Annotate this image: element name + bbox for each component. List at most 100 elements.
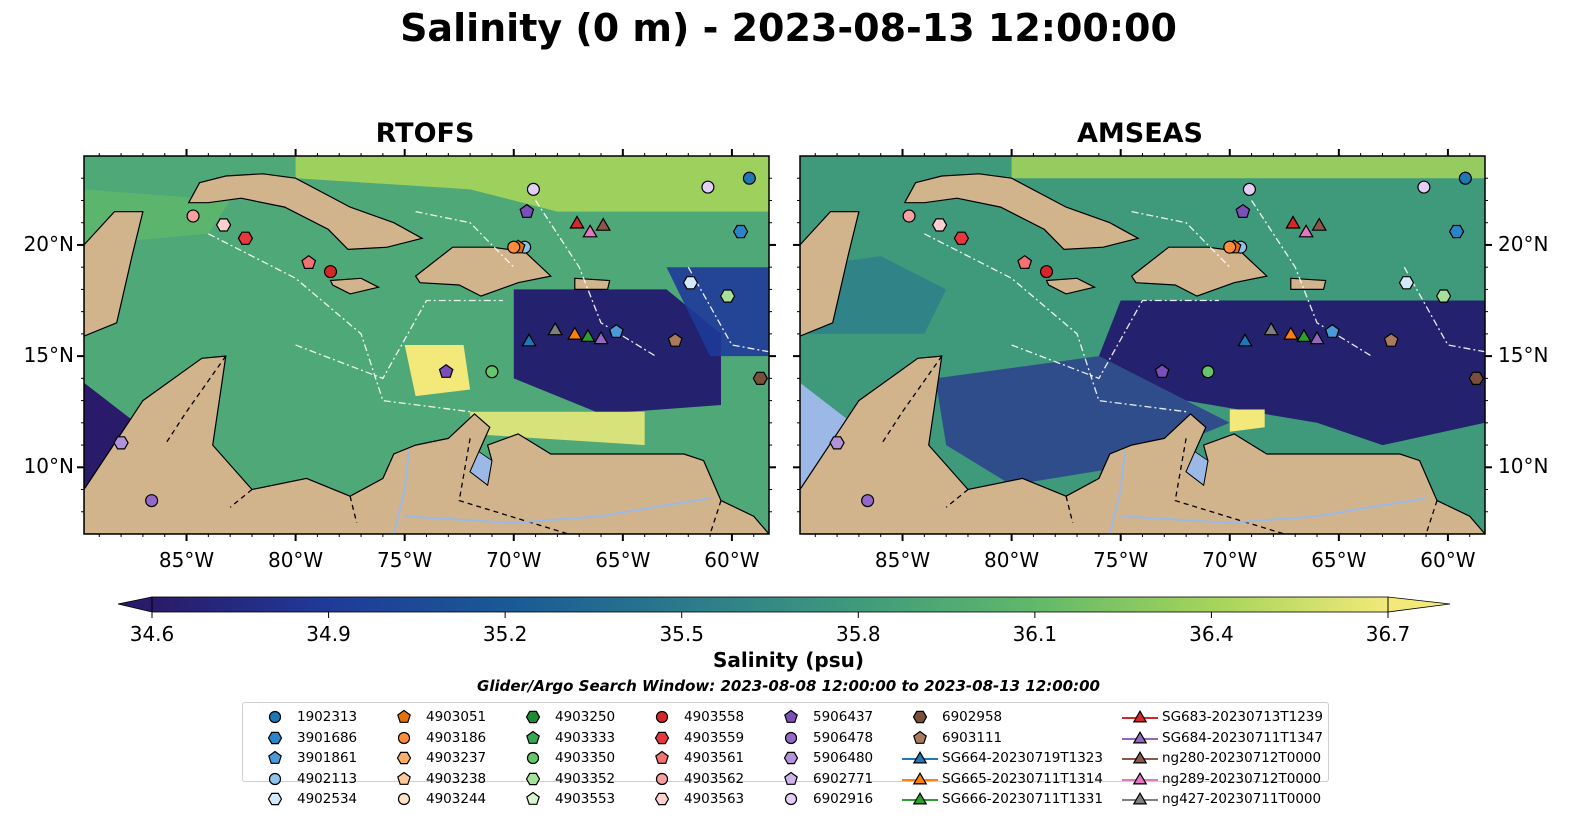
legend-pentagon-icon	[397, 709, 411, 723]
legend-pentagon-icon	[397, 771, 411, 785]
legend: 1902313 3901686 3901861 4902113 4902534 49030…	[242, 702, 1329, 807]
marker-4903558	[1039, 265, 1054, 279]
marker-ng427-20230711t0000	[547, 321, 563, 336]
marker-5906437	[519, 203, 535, 218]
marker-4903350	[485, 365, 499, 379]
marker-4903561	[301, 254, 317, 269]
legend-label: 4902534	[297, 791, 358, 808]
legend-marker-triangle-icon	[1122, 730, 1158, 744]
legend-pentagon-icon	[268, 750, 282, 765]
lat-tick-label-right: 20°N	[1498, 231, 1549, 256]
legend-label: 4903186	[426, 729, 487, 746]
legend-hexagon-icon	[525, 710, 541, 724]
legend-pentagon-icon	[784, 771, 798, 785]
marker-sg664-20230719t1323	[521, 333, 537, 347]
marker-ng427-20230711t0000	[1263, 321, 1279, 336]
legend-label: 4903562	[684, 770, 745, 787]
marker-sg665-20230711t1314	[1283, 326, 1299, 340]
marker-5906437	[1235, 203, 1251, 218]
marker-6903111	[667, 332, 683, 347]
marker-6902916	[526, 182, 540, 196]
legend-marker-circle-icon	[526, 752, 540, 765]
marker-4903561	[1017, 254, 1033, 269]
legend-label: 5906478	[813, 729, 874, 746]
legend-triangle-icon	[1132, 710, 1148, 723]
figure-title: Salinity (0 m) - 2023-08-13 12:00:00	[400, 6, 1177, 50]
legend-marker-pentagon-icon	[655, 750, 669, 765]
colorbar-label: Salinity (psu)	[712, 648, 864, 672]
lat-tick-label-left: 10°N	[23, 454, 74, 479]
legend-triangle-icon	[1132, 730, 1148, 744]
legend-label: 6902771	[813, 770, 874, 787]
search-window-text: Glider/Argo Search Window: 2023-08-08 12…	[477, 677, 1100, 695]
legend-marker-hexagon-icon	[654, 731, 670, 744]
legend-label: 6902958	[942, 709, 1003, 725]
marker-4902534	[682, 276, 699, 290]
legend-marker-hexagon-icon	[912, 710, 928, 724]
legend-marker-pentagon-icon	[397, 709, 411, 723]
marker-4903350	[1201, 365, 1215, 379]
legend-hexagon-icon	[525, 772, 541, 785]
legend-label: 4903237	[426, 750, 487, 767]
legend-marker-triangle-icon	[1122, 710, 1158, 723]
marker-6903111	[1383, 332, 1399, 347]
marker-sg666-20230711t1331	[1296, 328, 1312, 342]
legend-marker-circle-icon	[655, 772, 669, 785]
marker-5906480	[829, 436, 845, 450]
legend-marker-hexagon-icon	[783, 751, 799, 765]
legend-circle-icon	[397, 731, 411, 744]
lat-tick-label-left: 15°N	[23, 343, 74, 368]
legend-triangle-icon	[912, 751, 928, 764]
lon-tick-label: 80°W	[267, 548, 324, 572]
colorbar	[117, 596, 1451, 613]
lon-tick-label: 65°W	[1311, 548, 1367, 572]
marker-4903559	[237, 231, 254, 245]
legend-label: 4903553	[555, 791, 616, 808]
colorbar-tick-label: 35.8	[836, 622, 881, 646]
legend-triangle-icon	[1132, 792, 1148, 805]
legend-triangle-icon	[1132, 751, 1148, 764]
legend-marker-circle-icon	[397, 793, 411, 806]
lon-tick-label: 75°W	[377, 548, 433, 572]
legend-marker-circle-icon	[268, 710, 282, 724]
legend-marker-pentagon-icon	[526, 792, 540, 806]
lon-tick-label: 80°W	[983, 548, 1040, 572]
map-panel-amseas	[800, 156, 1485, 534]
lon-tick-label: 70°W	[1202, 548, 1258, 572]
marker-4903563	[931, 218, 948, 232]
legend-marker-hexagon-icon	[525, 772, 541, 785]
legend-marker-triangle-icon	[1122, 751, 1158, 764]
lat-tick-label-right: 15°N	[1498, 343, 1549, 368]
legend-label: 1902313	[297, 709, 358, 725]
legend-marker-circle-icon	[784, 793, 798, 806]
lon-tick-label: 65°W	[595, 548, 651, 572]
legend-label: 4903350	[555, 750, 616, 767]
colorbar-gradient	[152, 597, 1388, 612]
marker-1902313	[742, 171, 756, 185]
marker-sg665-20230711t1314	[567, 326, 583, 340]
legend-marker-circle-icon	[655, 710, 669, 724]
legend-marker-circle-icon	[397, 731, 411, 744]
legend-label: 3901686	[297, 729, 358, 746]
colorbar-tick-label: 34.6	[129, 622, 175, 646]
legend-marker-hexagon-icon	[654, 793, 670, 806]
legend-label: SG664-20230719T1323	[942, 750, 1103, 767]
marker-4903562	[186, 209, 200, 223]
marker-3901686	[732, 224, 749, 239]
legend-label: 3901861	[297, 750, 358, 767]
legend-marker-triangle-icon	[902, 751, 938, 764]
marker-5906478	[861, 494, 875, 508]
legend-marker-triangle-icon	[902, 771, 938, 785]
marker-6902916	[1417, 180, 1431, 194]
colorbar-tick-label: 36.7	[1365, 622, 1411, 646]
legend-circle-icon	[268, 772, 282, 785]
legend-hexagon-icon	[267, 793, 283, 806]
colorbar-tick-label: 36.4	[1189, 622, 1234, 646]
colorbar-tick-label: 35.5	[659, 622, 704, 646]
lon-tick-label: 85°W	[874, 548, 931, 572]
legend-hexagon-icon	[654, 793, 670, 806]
colorbar-tick-label: 35.2	[482, 622, 528, 646]
legend-marker-circle-icon	[268, 772, 282, 785]
marker-sg684-20230711t1347	[593, 330, 609, 345]
colorbar-tick-label: 34.9	[306, 622, 351, 646]
